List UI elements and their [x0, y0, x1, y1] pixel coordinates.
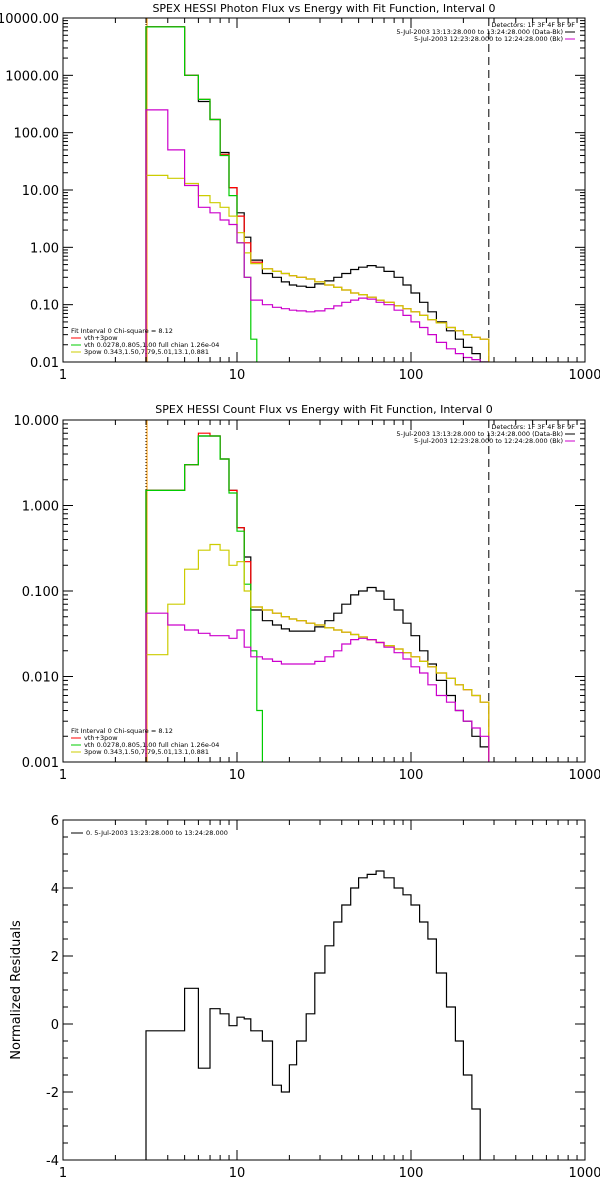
y-tick-label: 2 — [51, 950, 59, 965]
y-tick-label: 10.00 — [22, 184, 59, 199]
legend-item: 5-Jul-2003 13:13:28.000 to 13:24:28.000 … — [396, 430, 563, 438]
x-tick-label: 100 — [399, 768, 424, 783]
legend-item: 5-Jul-2003 13:13:28.000 to 13:24:28.000 … — [396, 28, 563, 36]
legend-item: 5-Jul-2003 12:23:28.000 to 12:24:28.000 … — [414, 437, 563, 445]
data-series-2 — [145, 26, 490, 362]
x-tick-label: 1000 — [568, 768, 600, 783]
y-tick-label: 1000.00 — [5, 69, 59, 84]
y-tick-label: 0 — [51, 1018, 59, 1033]
data-series-4 — [145, 543, 490, 762]
data-series-1 — [145, 435, 490, 762]
y-tick-label: 100.00 — [14, 127, 60, 142]
data-series-5 — [145, 612, 490, 762]
y-tick-label: 1.000 — [22, 500, 59, 515]
plot-frame — [62, 819, 586, 1161]
x-tick-label: 1000 — [568, 1166, 600, 1181]
data-series-3 — [145, 435, 263, 762]
y-tick-label: 4 — [51, 882, 59, 897]
chart-panel-1: SPEX HESSI Photon Flux vs Energy with Fi… — [0, 2, 600, 383]
legend-item: 3pow 0.343,1.50,7.79,5.01,13.1,0.881 — [84, 748, 209, 756]
legend-item: vth+3pow — [84, 334, 118, 342]
data-series-3 — [145, 26, 258, 362]
y-tick-label: 0.10 — [30, 299, 59, 314]
x-tick-label: 1 — [59, 1166, 67, 1181]
y-tick-label: 10.000 — [14, 414, 60, 429]
x-tick-label: 100 — [399, 1166, 424, 1181]
legend-item: 3pow 0.343,1.50,7.79,5.01,13.1,0.881 — [84, 348, 209, 356]
x-tick-label: 10 — [229, 1166, 246, 1181]
fit-legend-header: Fit Interval 0 Chi-square = 8.12 — [71, 327, 173, 335]
y-tick-label: 0.01 — [30, 356, 59, 371]
x-tick-label: 100 — [399, 368, 424, 383]
x-tick-label: 1 — [59, 768, 67, 783]
data-series-2 — [145, 432, 490, 762]
plot-area — [145, 420, 490, 762]
x-tick-label: 1 — [59, 368, 67, 383]
legend-item: 0. 5-Jul-2003 13:23:28.000 to 13:24:28.0… — [86, 829, 228, 837]
legend-header: Detectors: 1F 3F 4F 8F 9F — [491, 423, 575, 431]
y-tick-label: 0.010 — [22, 671, 59, 686]
plot-area — [145, 870, 481, 1160]
data-series-1 — [145, 26, 489, 362]
y-tick-label: 0.001 — [22, 756, 59, 771]
legend-item: vth 0.0278,0.805,1.00 full chian 1.26e-0… — [84, 741, 219, 749]
data-series-1 — [145, 870, 481, 1160]
legend-header: Detectors: 1F 3F 4F 8F 9F — [491, 21, 575, 29]
x-tick-label: 10 — [229, 368, 246, 383]
data-series-5 — [145, 109, 489, 362]
x-tick-label: 1000 — [568, 368, 600, 383]
y-tick-label: 6 — [51, 814, 59, 829]
y-tick-label: 1.00 — [30, 241, 59, 256]
chart-panel-3: Normalized Residuals 1 10 100 1000 -4 -2 0 2 4 6 0.… — [9, 814, 600, 1181]
legend-item: vth 0.0278,0.805,1.00 full chian 1.26e-0… — [84, 341, 219, 349]
y-tick-label: 10000.00 — [0, 12, 59, 27]
plot-frame — [62, 419, 586, 763]
x-tick-label: 10 — [229, 768, 246, 783]
legend-item: 5-Jul-2003 12:23:28.000 to 12:24:28.000 … — [414, 35, 563, 43]
y-axis-label: Normalized Residuals — [9, 920, 24, 1060]
y-tick-label: -4 — [46, 1154, 59, 1169]
legend-item: vth+3pow — [84, 734, 118, 742]
plot-area — [145, 18, 490, 362]
y-tick-label: 0.100 — [22, 585, 59, 600]
data-series-4 — [145, 174, 490, 362]
chart-panel-2: SPEX HESSI Count Flux vs Energy with Fit… — [14, 403, 600, 783]
chart-title: SPEX HESSI Count Flux vs Energy with Fit… — [155, 403, 492, 416]
fit-legend-header: Fit Interval 0 Chi-square = 8.12 — [71, 727, 173, 735]
chart-title: SPEX HESSI Photon Flux vs Energy with Fi… — [152, 2, 495, 15]
y-tick-label: -2 — [46, 1086, 59, 1101]
